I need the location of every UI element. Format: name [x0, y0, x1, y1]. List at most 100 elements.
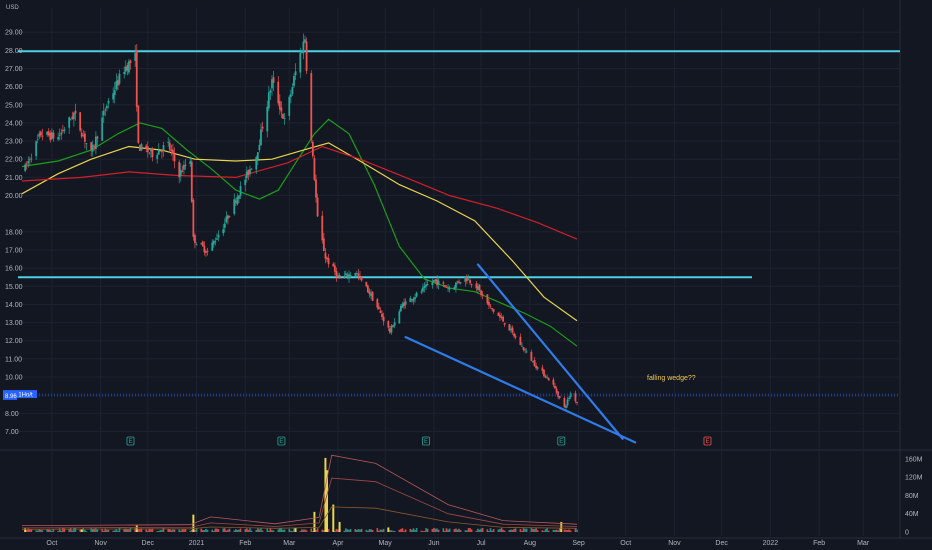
candle-body	[148, 152, 151, 154]
volume-bar	[409, 528, 412, 532]
trendlines[interactable]	[404, 263, 637, 444]
candle-body	[282, 114, 284, 119]
volume-bar	[173, 529, 176, 532]
volume-bar	[563, 529, 566, 532]
candle-body	[266, 106, 269, 132]
volume-bar	[436, 528, 438, 532]
candle-body	[403, 302, 405, 307]
candle-body	[63, 129, 66, 131]
candle-body	[184, 164, 187, 166]
candle-body	[72, 112, 75, 120]
volume-bar	[102, 530, 105, 532]
volume-bar	[502, 529, 504, 532]
volume-bar	[79, 529, 81, 532]
candle-body	[456, 281, 459, 283]
candle-body	[179, 169, 182, 177]
candle-body	[448, 288, 451, 290]
candle-body	[112, 93, 115, 100]
volume-bar	[544, 529, 547, 532]
candle-body	[80, 132, 83, 137]
candle-body	[49, 133, 52, 140]
candle-body	[102, 111, 105, 116]
volume-bar	[466, 530, 468, 532]
price-tick-label: 28.00	[5, 48, 23, 55]
candle-body	[453, 287, 456, 290]
volume-bar	[246, 528, 248, 532]
volume-bar	[445, 528, 448, 532]
candle-body	[41, 135, 44, 137]
volume-bar	[84, 529, 86, 532]
candle-body	[574, 393, 577, 402]
candle-body	[558, 396, 561, 398]
candle-body	[256, 152, 259, 159]
candle-body	[470, 284, 473, 286]
candle-body	[343, 275, 346, 278]
volume-bar	[261, 530, 264, 532]
volume-bar	[69, 528, 72, 532]
candle-body	[245, 171, 248, 179]
time-tick-label: Jul	[477, 540, 486, 547]
volume-bar	[206, 529, 209, 532]
horizontal-lines[interactable]	[18, 50, 900, 279]
price-tick-label: 17.00	[5, 247, 23, 254]
candle-body	[50, 132, 53, 140]
candle-body	[524, 349, 527, 351]
volume-bar	[568, 529, 570, 532]
time-tick-label: Mar	[857, 540, 870, 547]
volume-bar	[90, 528, 92, 532]
candle-body	[442, 282, 445, 284]
volume-bar	[258, 529, 261, 532]
volume-bar	[437, 529, 440, 532]
candle-body	[101, 117, 104, 141]
volume-bar	[85, 531, 88, 532]
volume-bar	[194, 529, 196, 532]
volume-bar	[558, 528, 561, 532]
candle-body	[390, 325, 393, 333]
volume-bar	[470, 529, 473, 532]
volume-bar	[346, 529, 349, 532]
volume-bar	[415, 528, 418, 532]
candle-body	[488, 301, 490, 306]
candle-body	[293, 76, 295, 86]
volume-bar	[25, 530, 28, 532]
volume-bar	[442, 528, 445, 532]
candle-body	[480, 290, 482, 296]
candle-body	[422, 287, 424, 292]
candle-body	[365, 282, 368, 287]
volume-average-line	[21, 477, 578, 529]
candle-body	[359, 275, 361, 277]
volume-bar	[500, 527, 503, 532]
price-tick-label: 29.00	[5, 30, 23, 37]
candle-body	[492, 309, 495, 312]
candle-body	[409, 297, 412, 303]
candle-body	[477, 286, 479, 290]
candle-body	[236, 196, 239, 205]
time-tick-label: Oct	[620, 540, 631, 547]
volume-bar	[151, 528, 154, 532]
volume-bar	[337, 529, 339, 532]
candle-body	[388, 328, 391, 333]
volume-bar	[530, 528, 533, 532]
volume-bar	[521, 530, 523, 532]
volume-bar	[250, 530, 253, 532]
candle-body	[552, 379, 555, 385]
candle-body	[499, 315, 501, 318]
volume-bar	[503, 530, 506, 532]
volume-bar	[178, 529, 181, 532]
candle-body	[445, 286, 448, 288]
candle-body	[272, 77, 275, 83]
fast-moving-average-line	[21, 118, 578, 347]
volume-bar	[425, 528, 427, 532]
candle-body	[332, 263, 335, 267]
price-tag-label: 8.96	[5, 394, 17, 400]
slow-moving-average-line	[21, 145, 578, 240]
chart-annotation[interactable]: falling wedge??	[647, 375, 696, 382]
candle-body	[96, 136, 99, 139]
candle-body	[271, 79, 273, 89]
volume-bar	[532, 528, 534, 532]
candle-body	[25, 163, 28, 165]
candle-body	[212, 240, 215, 245]
volume-bar	[249, 528, 251, 532]
